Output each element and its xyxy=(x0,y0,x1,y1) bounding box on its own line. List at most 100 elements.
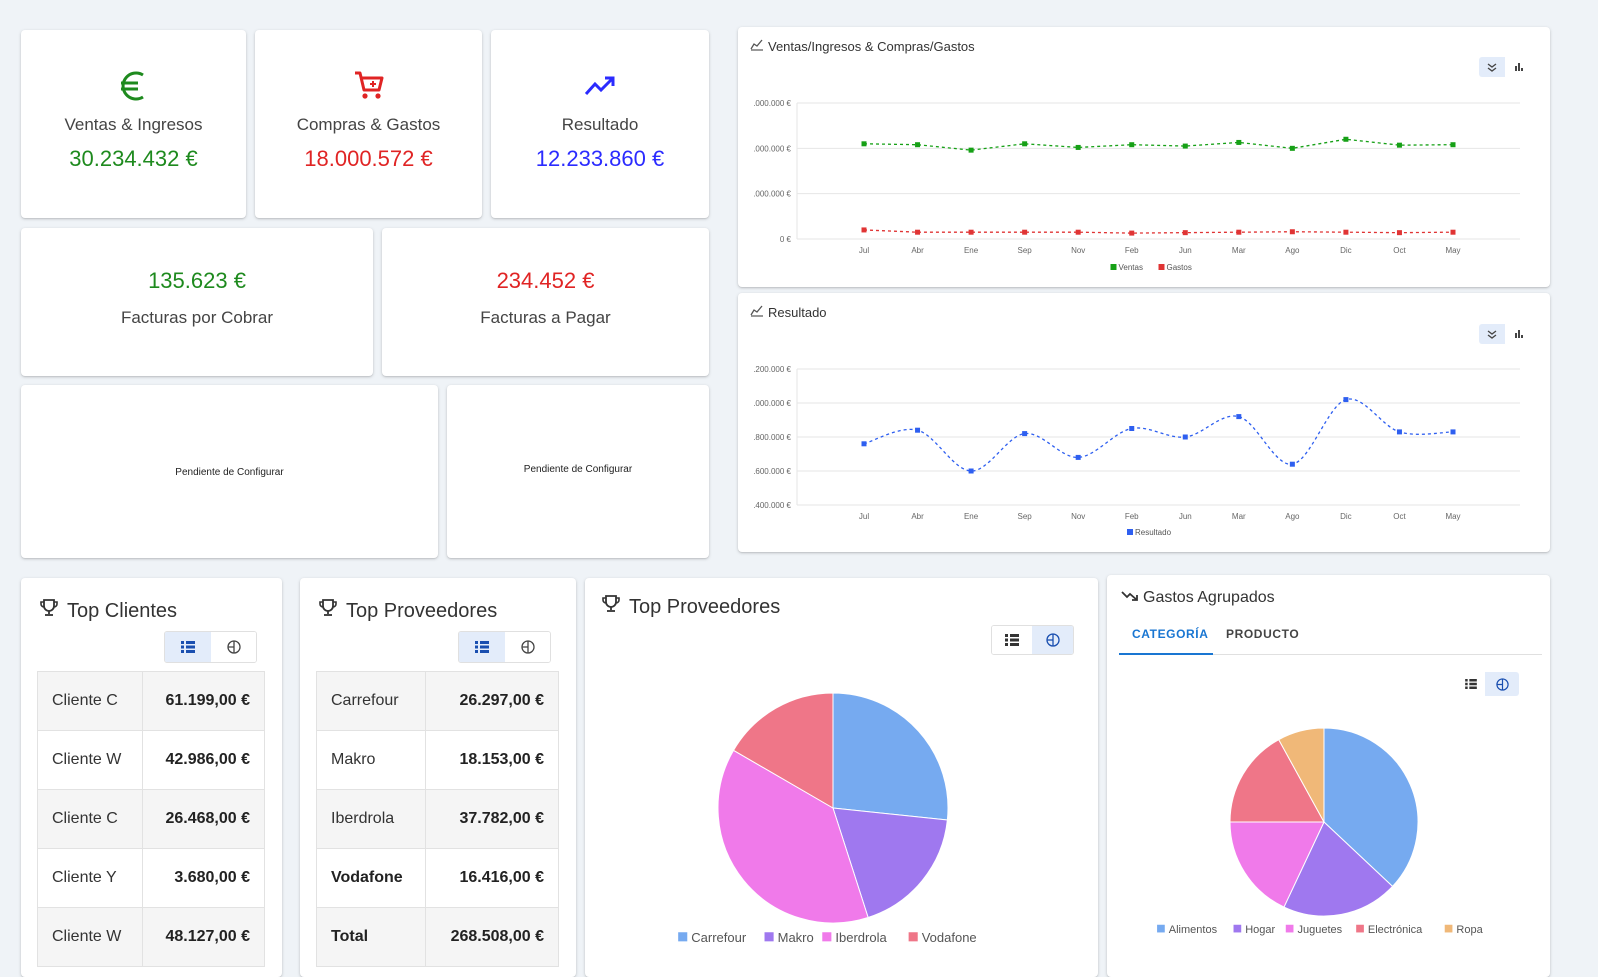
line-chart-toggle[interactable] xyxy=(1479,57,1505,77)
data-point xyxy=(861,141,867,147)
legend-label: Electrónica xyxy=(1368,924,1423,936)
legend-swatch xyxy=(1233,924,1242,933)
data-point xyxy=(915,427,921,433)
data-point xyxy=(1236,139,1242,145)
legend-swatch xyxy=(1157,924,1165,933)
trophy-icon xyxy=(601,594,621,620)
bar-chart-toggle[interactable] xyxy=(1505,324,1531,344)
legend-swatch xyxy=(1356,924,1364,933)
proveedor-value: 16.416,00 € xyxy=(425,848,559,908)
data-point xyxy=(1236,229,1242,235)
legend-swatch xyxy=(1444,924,1453,933)
top-proveedores-pie-card: Top Proveedores Carrefour Makro Iberdrola V… xyxy=(585,578,1098,977)
x-tick-label: Oct xyxy=(1393,246,1406,255)
data-point xyxy=(1129,230,1135,236)
x-tick-label: Dic xyxy=(1340,512,1352,521)
legend-label: Gastos xyxy=(1167,263,1192,272)
data-point xyxy=(1075,229,1081,235)
kpi-value: 18.000.572 € xyxy=(304,146,433,171)
x-tick-label: Nov xyxy=(1071,512,1085,521)
data-point xyxy=(1075,144,1081,150)
legend-swatch xyxy=(1127,529,1133,535)
data-point xyxy=(1450,142,1456,148)
area-chart-icon xyxy=(750,305,764,320)
cliente-value: 42.986,00 € xyxy=(142,730,265,790)
pie-slice xyxy=(832,807,948,919)
y-tick-label: .000.000 € xyxy=(753,190,791,199)
cliente-value: 48.127,00 € xyxy=(142,907,265,967)
view-toggle[interactable] xyxy=(164,631,257,663)
data-point xyxy=(968,229,974,235)
data-point xyxy=(1022,229,1028,235)
legend-label: Carrefour xyxy=(691,930,747,945)
section-title: Top Proveedores xyxy=(346,599,498,622)
legend-label: Hogar xyxy=(1245,924,1275,936)
pie-view-button[interactable] xyxy=(1032,626,1073,654)
facturas-pagar-value: 234.452 € xyxy=(496,268,595,293)
proveedor-name: Carrefour xyxy=(315,671,427,731)
ventas-compras-chart-card: Ventas/Ingresos & Compras/Gastos .000.00… xyxy=(738,27,1550,287)
data-point xyxy=(1236,414,1242,420)
legend-label: Iberdrola xyxy=(835,930,887,945)
x-tick-label: Mar xyxy=(1232,512,1246,521)
trophy-icon xyxy=(318,598,338,624)
y-tick-label: .000.000 € xyxy=(753,144,791,153)
kpi-value: 12.233.860 € xyxy=(535,146,665,171)
pie-slice xyxy=(1323,727,1419,888)
proveedor-name: Makro xyxy=(315,730,427,790)
view-toggle[interactable] xyxy=(991,625,1074,655)
kpi-card-compras: Compras & Gastos 18.000.572 € xyxy=(255,30,482,218)
list-view-button[interactable] xyxy=(459,632,505,662)
series-line xyxy=(863,229,1454,234)
proveedor-name: Vodafone xyxy=(315,848,427,908)
facturas-cobrar-value: 135.623 € xyxy=(148,268,246,293)
facturas-pagar-label: Facturas a Pagar xyxy=(480,308,611,327)
pie-slice xyxy=(717,749,869,924)
section-title: Top Clientes xyxy=(67,599,178,622)
pie-view-button[interactable] xyxy=(505,632,550,662)
pending-card: Pendiente de Configurar xyxy=(21,385,438,558)
x-tick-label: Oct xyxy=(1393,512,1406,521)
y-tick-label: .000.000 € xyxy=(753,99,791,108)
kpi-value: 30.234.432 € xyxy=(69,146,198,171)
x-tick-label: Dic xyxy=(1340,246,1352,255)
proveedor-name: Iberdrola xyxy=(315,789,427,849)
list-view-button[interactable] xyxy=(992,626,1032,654)
data-point xyxy=(1396,230,1402,236)
table-row: Carrefour 26.297,00 € xyxy=(315,671,559,731)
chart-type-toggle[interactable] xyxy=(1479,57,1531,77)
bar-chart-toggle[interactable] xyxy=(1505,57,1531,77)
top-proveedores-table: Carrefour 26.297,00 € Makro 18.153,00 € Ib… xyxy=(315,671,559,967)
x-tick-label: Mar xyxy=(1232,246,1246,255)
pie-slice xyxy=(732,692,834,809)
gastos-agrupados-card: Gastos Agrupados CATEGORÍA PRODUCTO Alim… xyxy=(1107,575,1550,977)
x-tick-label: Jul xyxy=(859,512,869,521)
view-toggle[interactable] xyxy=(458,631,551,663)
pie-view-button[interactable] xyxy=(1485,672,1519,696)
cliente-value: 61.199,00 € xyxy=(142,671,265,731)
x-tick-label: Jun xyxy=(1179,246,1192,255)
data-point xyxy=(1182,434,1188,440)
pie-slice xyxy=(1229,821,1325,908)
tab-producto[interactable]: PRODUCTO xyxy=(1226,627,1300,641)
tab-categoria[interactable]: CATEGORÍA xyxy=(1132,627,1209,641)
chart-type-toggle[interactable] xyxy=(1479,324,1531,344)
pie-view-button[interactable] xyxy=(211,632,256,662)
line-chart-toggle[interactable] xyxy=(1479,324,1505,344)
data-point xyxy=(1450,229,1456,235)
chart-title: Resultado xyxy=(768,305,827,320)
list-view-button[interactable] xyxy=(165,632,211,662)
list-view-button[interactable] xyxy=(1457,672,1485,696)
data-point xyxy=(1289,229,1295,235)
data-point xyxy=(1396,429,1402,435)
x-tick-label: Abr xyxy=(911,246,924,255)
series-line xyxy=(863,138,1454,151)
cliente-name: Cliente C xyxy=(36,671,144,731)
kpi-card-ventas: Ventas & Ingresos 30.234.432 € xyxy=(21,30,246,218)
x-tick-label: Jul xyxy=(859,246,869,255)
area-chart-icon xyxy=(750,39,764,54)
view-toggle[interactable] xyxy=(1457,672,1519,696)
x-tick-label: Ago xyxy=(1285,246,1300,255)
chart-title: Ventas/Ingresos & Compras/Gastos xyxy=(768,39,975,54)
total-value: 268.508,00 € xyxy=(425,907,559,967)
